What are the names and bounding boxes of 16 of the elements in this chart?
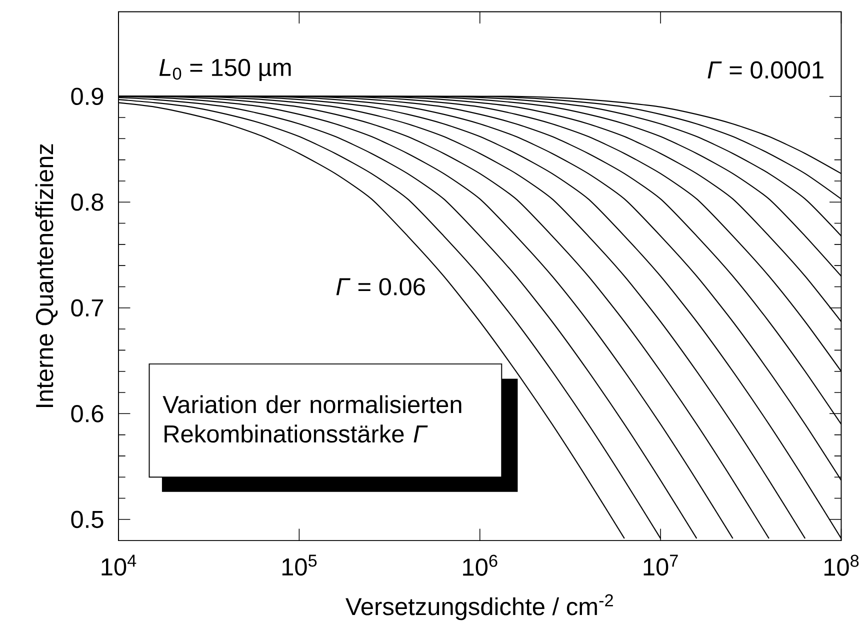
- y-tick-label: 0.5: [71, 510, 104, 528]
- x-tick-label: 10$^{6}$: [463, 554, 498, 576]
- annotation: L$_{0}$ = 150 µm: [159, 58, 291, 81]
- x-tick-label: 10$^{4}$: [102, 554, 136, 576]
- x-axis-title: Versetzungsdichte / cm$^{-2}$: [346, 594, 613, 620]
- x-tick-label: 10$^{8}$: [824, 554, 859, 576]
- y-tick-label: 0.6: [71, 404, 104, 422]
- annotation: Γ = 0.06: [336, 278, 425, 296]
- y-tick-label: 0.8: [71, 193, 104, 211]
- x-tick-label: 10$^{5}$: [282, 554, 317, 576]
- y-axis-title: Interne Quanteneffizienz: [35, 144, 58, 407]
- annotation: Γ = 0.0001: [708, 61, 824, 78]
- x-tick-label: 10$^{7}$: [644, 554, 678, 576]
- y-tick-label: 0.7: [71, 299, 104, 316]
- annotation: Variation der normalisierten Rekombinationsstärke Γ: [162, 395, 462, 442]
- y-tick-label: 0.9: [71, 88, 104, 105]
